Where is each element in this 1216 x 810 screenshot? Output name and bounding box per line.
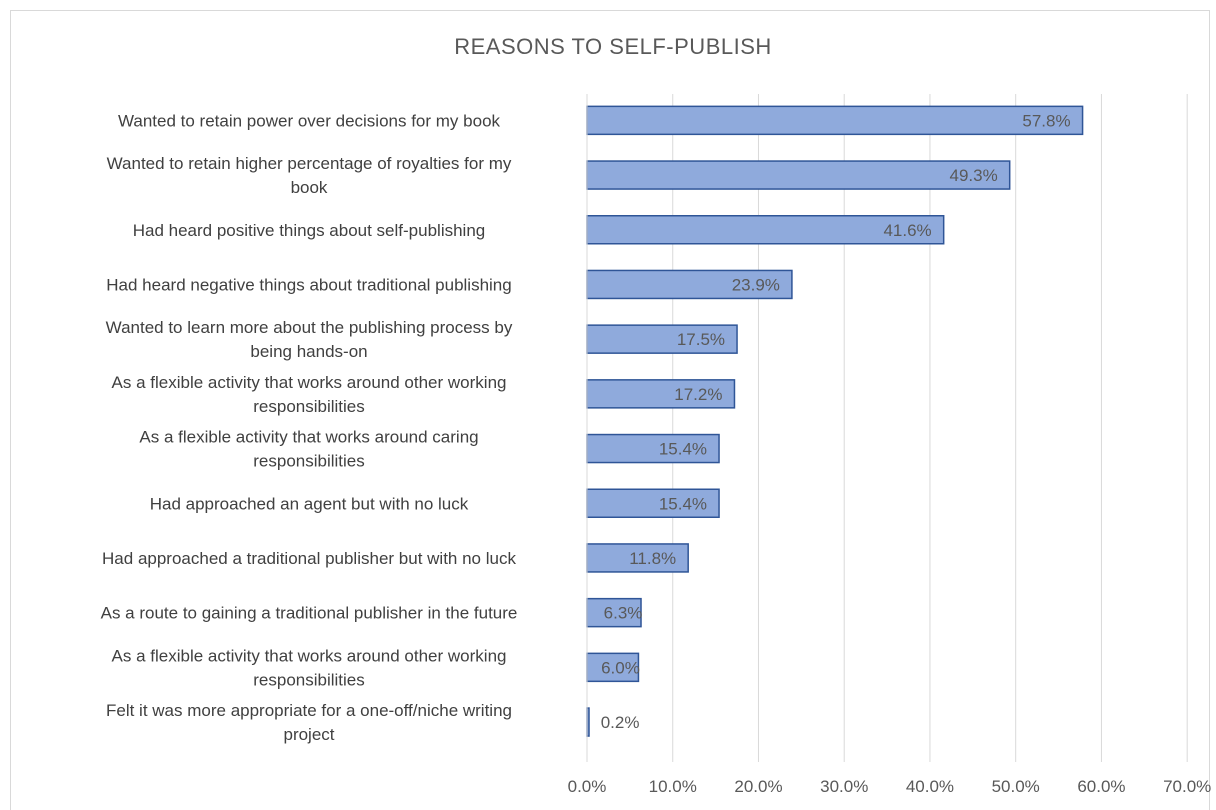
category-label: Had heard positive things about self-pub… [133,221,486,240]
bar [586,433,720,464]
category-label: As a route to gaining a traditional publ… [101,604,518,623]
data-label: 11.8% [629,549,676,568]
category-label: project [283,725,334,744]
category-label: book [291,178,328,197]
category-label: Had approached a traditional publisher b… [102,549,516,568]
x-tick-label: 0.0% [568,777,607,796]
x-tick-label: 10.0% [649,777,697,796]
category-label: Felt it was more appropriate for a one-o… [106,701,512,720]
data-label: 57.8% [1022,111,1070,130]
category-label: Wanted to learn more about the publishin… [106,318,513,337]
category-label: As a flexible activity that works around… [112,646,507,665]
data-label: 41.6% [883,221,931,240]
x-tick-label: 60.0% [1077,777,1125,796]
bar [586,160,1011,190]
category-label: responsibilities [253,452,365,471]
data-label: 49.3% [949,166,997,185]
data-label: 17.5% [677,330,725,349]
bar [586,543,689,573]
bar [586,488,720,518]
data-label: 6.0% [601,658,640,677]
bar [586,324,738,354]
category-label: As a flexible activity that works around… [139,428,478,447]
data-label: 15.4% [659,494,707,513]
data-label: 17.2% [674,385,722,404]
data-label: 23.9% [732,275,780,294]
category-label: Had heard negative things about traditio… [106,275,511,294]
bar [586,105,1084,136]
bar [586,379,736,409]
category-label: Had approached an agent but with no luck [150,494,469,513]
category-label: As a flexible activity that works around… [112,373,507,392]
bar [586,597,642,628]
x-tick-label: 30.0% [820,777,868,796]
data-label: 15.4% [659,440,707,459]
chart-title: REASONS TO SELF-PUBLISH [454,34,772,59]
data-label: 0.2% [601,713,640,732]
category-label: Wanted to retain higher percentage of ro… [107,154,512,173]
category-label: responsibilities [253,397,365,416]
x-tick-label: 50.0% [992,777,1040,796]
category-label: Wanted to retain power over decisions fo… [118,111,501,130]
x-tick-label: 20.0% [734,777,782,796]
data-label: 6.3% [604,604,643,623]
category-label: being hands-on [250,342,367,361]
bar [586,652,640,683]
bar [586,269,793,300]
category-label: responsibilities [253,670,365,689]
x-tick-label: 70.0% [1163,777,1211,796]
x-tick-label: 40.0% [906,777,954,796]
